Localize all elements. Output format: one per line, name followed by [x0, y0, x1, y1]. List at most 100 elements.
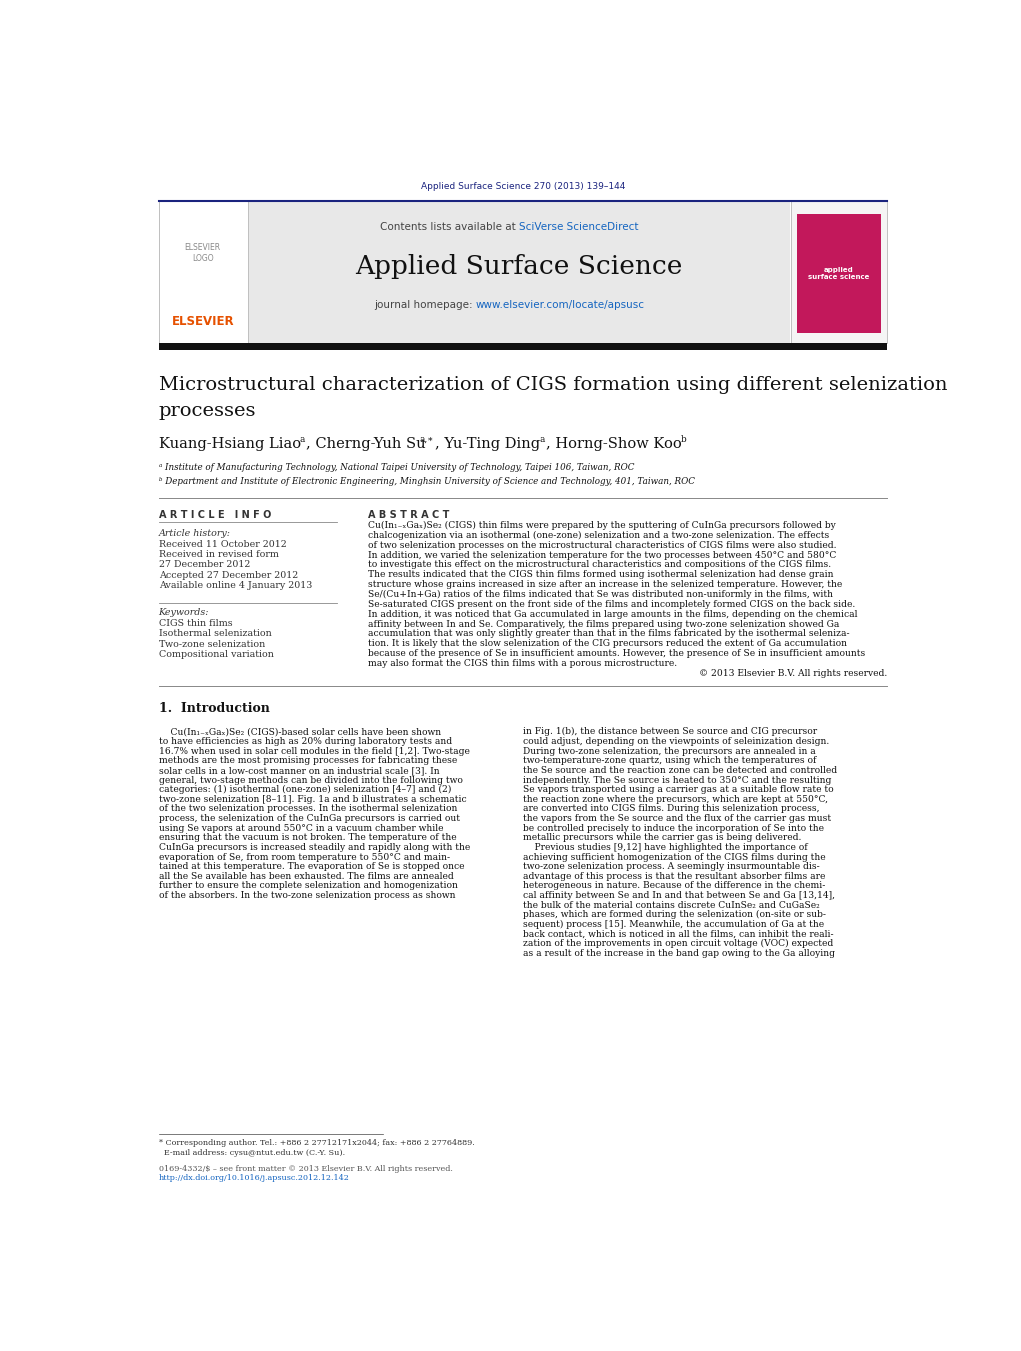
- Text: * Corresponding author. Tel.: +886 2 27712171x2044; fax: +886 2 27764889.: * Corresponding author. Tel.: +886 2 277…: [158, 1139, 475, 1147]
- Text: CIGS thin films: CIGS thin films: [158, 619, 232, 628]
- Text: further to ensure the complete selenization and homogenization: further to ensure the complete selenizat…: [158, 881, 457, 890]
- Text: Accepted 27 December 2012: Accepted 27 December 2012: [158, 570, 298, 580]
- Bar: [158, 200, 790, 343]
- Text: be controlled precisely to induce the incorporation of Se into the: be controlled precisely to induce the in…: [523, 824, 824, 832]
- Text: a: a: [540, 435, 545, 444]
- Text: , Cherng-Yuh Su: , Cherng-Yuh Su: [306, 436, 426, 451]
- Text: Microstructural characterization of CIGS formation using different selenization: Microstructural characterization of CIGS…: [158, 377, 947, 394]
- Text: could adjust, depending on the viewpoints of seleinization design.: could adjust, depending on the viewpoint…: [523, 738, 829, 746]
- Text: Previous studies [9,12] have highlighted the importance of: Previous studies [9,12] have highlighted…: [523, 843, 808, 852]
- Bar: [791, 200, 887, 343]
- Text: Applied Surface Science 270 (2013) 139–144: Applied Surface Science 270 (2013) 139–1…: [421, 182, 626, 192]
- Bar: [158, 343, 887, 350]
- Text: 0169-4332/$ – see front matter © 2013 Elsevier B.V. All rights reserved.: 0169-4332/$ – see front matter © 2013 El…: [158, 1165, 452, 1173]
- Text: of the two selenization processes. In the isothermal selenization: of the two selenization processes. In th…: [158, 804, 457, 813]
- Text: ELSEVIER: ELSEVIER: [172, 315, 234, 328]
- Text: Article history:: Article history:: [158, 528, 231, 538]
- Text: journal homepage:: journal homepage:: [374, 300, 476, 309]
- Bar: [797, 215, 881, 334]
- Text: Se-saturated CIGS present on the front side of the films and incompletely formed: Se-saturated CIGS present on the front s…: [368, 600, 856, 609]
- Text: 27 December 2012: 27 December 2012: [158, 561, 250, 569]
- Text: metallic precursors while the carrier gas is being delivered.: metallic precursors while the carrier ga…: [523, 834, 801, 842]
- Text: A R T I C L E   I N F O: A R T I C L E I N F O: [158, 509, 271, 520]
- Text: process, the selenization of the CuInGa precursors is carried out: process, the selenization of the CuInGa …: [158, 815, 459, 823]
- Text: the reaction zone where the precursors, which are kept at 550°C,: the reaction zone where the precursors, …: [523, 794, 828, 804]
- Text: Keywords:: Keywords:: [158, 608, 209, 617]
- Text: achieving sufficient homogenization of the CIGS films during the: achieving sufficient homogenization of t…: [523, 852, 826, 862]
- Text: E-mail address: cysu@ntut.edu.tw (C.-Y. Su).: E-mail address: cysu@ntut.edu.tw (C.-Y. …: [158, 1150, 345, 1156]
- Text: as a result of the increase in the band gap owing to the Ga alloying: as a result of the increase in the band …: [523, 948, 835, 958]
- Text: to have efficiencies as high as 20% during laboratory tests and: to have efficiencies as high as 20% duri…: [158, 738, 451, 746]
- Text: a,∗: a,∗: [420, 435, 434, 444]
- Text: 16.7% when used in solar cell modules in the field [1,2]. Two-stage: 16.7% when used in solar cell modules in…: [158, 747, 470, 755]
- Text: Cu(In₁₋ₓGaₓ)Se₂ (CIGS)-based solar cells have been shown: Cu(In₁₋ₓGaₓ)Se₂ (CIGS)-based solar cells…: [158, 727, 441, 736]
- Text: Available online 4 January 2013: Available online 4 January 2013: [158, 581, 312, 590]
- Text: Cu(In₁₋ₓGaₓ)Se₂ (CIGS) thin films were prepared by the sputtering of CuInGa prec: Cu(In₁₋ₓGaₓ)Se₂ (CIGS) thin films were p…: [368, 521, 835, 530]
- Text: processes: processes: [158, 401, 256, 420]
- Text: back contact, which is noticed in all the films, can inhibit the reali-: back contact, which is noticed in all th…: [523, 929, 833, 939]
- Text: because of the presence of Se in insufficient amounts. However, the presence of : because of the presence of Se in insuffi…: [368, 650, 865, 658]
- Text: evaporation of Se, from room temperature to 550°C and main-: evaporation of Se, from room temperature…: [158, 852, 449, 862]
- Text: sequent) process [15]. Meanwhile, the accumulation of Ga at the: sequent) process [15]. Meanwhile, the ac…: [523, 920, 824, 929]
- Text: © 2013 Elsevier B.V. All rights reserved.: © 2013 Elsevier B.V. All rights reserved…: [699, 669, 887, 678]
- Text: SciVerse ScienceDirect: SciVerse ScienceDirect: [520, 222, 639, 232]
- Text: all the Se available has been exhausted. The films are annealed: all the Se available has been exhausted.…: [158, 871, 453, 881]
- Text: solar cells in a low-cost manner on an industrial scale [3]. In: solar cells in a low-cost manner on an i…: [158, 766, 439, 775]
- Text: of two selenization processes on the microstructural characteristics of CIGS fil: of two selenization processes on the mic…: [368, 540, 836, 550]
- Text: 1.  Introduction: 1. Introduction: [158, 703, 270, 715]
- Text: two-temperature-zone quartz, using which the temperatures of: two-temperature-zone quartz, using which…: [523, 757, 817, 765]
- Text: applied
surface science: applied surface science: [809, 267, 870, 280]
- Text: Two-zone selenization: Two-zone selenization: [158, 639, 264, 648]
- Text: accumulation that was only slightly greater than that in the films fabricated by: accumulation that was only slightly grea…: [368, 630, 849, 639]
- Text: affinity between In and Se. Comparatively, the films prepared using two-zone sel: affinity between In and Se. Comparativel…: [368, 620, 839, 628]
- Text: two-zone selenization process. A seemingly insurmountable dis-: two-zone selenization process. A seeming…: [523, 862, 820, 871]
- Text: CuInGa precursors is increased steadily and rapidly along with the: CuInGa precursors is increased steadily …: [158, 843, 470, 852]
- Bar: [158, 200, 248, 343]
- Text: A B S T R A C T: A B S T R A C T: [368, 509, 449, 520]
- Text: tained at this temperature. The evaporation of Se is stopped once: tained at this temperature. The evaporat…: [158, 862, 465, 871]
- Text: to investigate this effect on the microstructural characteristics and compositio: to investigate this effect on the micros…: [368, 561, 831, 570]
- Text: During two-zone selenization, the precursors are annealed in a: During two-zone selenization, the precur…: [523, 747, 816, 755]
- Text: http://dx.doi.org/10.1016/j.apsusc.2012.12.142: http://dx.doi.org/10.1016/j.apsusc.2012.…: [158, 1174, 349, 1182]
- Text: Kuang-Hsiang Liao: Kuang-Hsiang Liao: [158, 436, 301, 451]
- Text: in Fig. 1(b), the distance between Se source and CIG precursor: in Fig. 1(b), the distance between Se so…: [523, 727, 817, 736]
- Text: ELSEVIER
LOGO: ELSEVIER LOGO: [185, 243, 221, 262]
- Text: Applied Surface Science: Applied Surface Science: [355, 254, 683, 278]
- Text: , Yu-Ting Ding: , Yu-Ting Ding: [435, 436, 540, 451]
- Text: Compositional variation: Compositional variation: [158, 650, 274, 659]
- Text: advantage of this process is that the resultant absorber films are: advantage of this process is that the re…: [523, 871, 825, 881]
- Text: ᵇ Department and Institute of Electronic Engineering, Minghsin University of Sci: ᵇ Department and Institute of Electronic…: [158, 477, 694, 486]
- Text: the Se source and the reaction zone can be detected and controlled: the Se source and the reaction zone can …: [523, 766, 837, 775]
- Text: b: b: [681, 435, 687, 444]
- Text: Se/(Cu+In+Ga) ratios of the films indicated that Se was distributed non-uniforml: Se/(Cu+In+Ga) ratios of the films indica…: [368, 590, 833, 598]
- Text: Received 11 October 2012: Received 11 October 2012: [158, 539, 286, 549]
- Text: using Se vapors at around 550°C in a vacuum chamber while: using Se vapors at around 550°C in a vac…: [158, 824, 443, 832]
- Text: may also format the CIGS thin films with a porous microstructure.: may also format the CIGS thin films with…: [368, 659, 677, 667]
- Text: tion. It is likely that the slow selenization of the CIG precursors reduced the : tion. It is likely that the slow seleniz…: [368, 639, 846, 648]
- Text: ᵃ Institute of Manufacturing Technology, National Taipei University of Technolog: ᵃ Institute of Manufacturing Technology,…: [158, 463, 634, 473]
- Text: cal affinity between Se and In and that between Se and Ga [13,14],: cal affinity between Se and In and that …: [523, 892, 835, 900]
- Text: ensuring that the vacuum is not broken. The temperature of the: ensuring that the vacuum is not broken. …: [158, 834, 456, 842]
- Text: zation of the improvements in open circuit voltage (VOC) expected: zation of the improvements in open circu…: [523, 939, 833, 948]
- Text: In addition, we varied the selenization temperature for the two processes betwee: In addition, we varied the selenization …: [368, 551, 836, 559]
- Text: independently. The Se source is heated to 350°C and the resulting: independently. The Se source is heated t…: [523, 775, 831, 785]
- Text: Isothermal selenization: Isothermal selenization: [158, 630, 272, 638]
- Text: the vapors from the Se source and the flux of the carrier gas must: the vapors from the Se source and the fl…: [523, 815, 831, 823]
- Text: The results indicated that the CIGS thin films formed using isothermal selenizat: The results indicated that the CIGS thin…: [368, 570, 833, 580]
- Text: chalcogenization via an isothermal (one-zone) selenization and a two-zone seleni: chalcogenization via an isothermal (one-…: [368, 531, 829, 540]
- Text: of the absorbers. In the two-zone selenization process as shown: of the absorbers. In the two-zone seleni…: [158, 892, 455, 900]
- Text: In addition, it was noticed that Ga accumulated in large amounts in the films, d: In addition, it was noticed that Ga accu…: [368, 609, 858, 619]
- Text: categories: (1) isothermal (one-zone) selenization [4–7] and (2): categories: (1) isothermal (one-zone) se…: [158, 785, 451, 794]
- Text: a: a: [300, 435, 305, 444]
- Text: , Horng-Show Koo: , Horng-Show Koo: [546, 436, 682, 451]
- Text: heterogeneous in nature. Because of the difference in the chemi-: heterogeneous in nature. Because of the …: [523, 881, 825, 890]
- Text: are converted into CIGS films. During this selenization process,: are converted into CIGS films. During th…: [523, 804, 820, 813]
- Text: Se vapors transported using a carrier gas at a suitable flow rate to: Se vapors transported using a carrier ga…: [523, 785, 833, 794]
- Text: two-zone selenization [8–11]. Fig. 1a and b illustrates a schematic: two-zone selenization [8–11]. Fig. 1a an…: [158, 794, 467, 804]
- Text: phases, which are formed during the selenization (on-site or sub-: phases, which are formed during the sele…: [523, 911, 826, 920]
- Text: www.elsevier.com/locate/apsusc: www.elsevier.com/locate/apsusc: [476, 300, 645, 309]
- Text: Contents lists available at: Contents lists available at: [380, 222, 520, 232]
- Text: Received in revised form: Received in revised form: [158, 550, 279, 559]
- Text: general, two-stage methods can be divided into the following two: general, two-stage methods can be divide…: [158, 775, 463, 785]
- Text: structure whose grains increased in size after an increase in the selenized temp: structure whose grains increased in size…: [368, 580, 842, 589]
